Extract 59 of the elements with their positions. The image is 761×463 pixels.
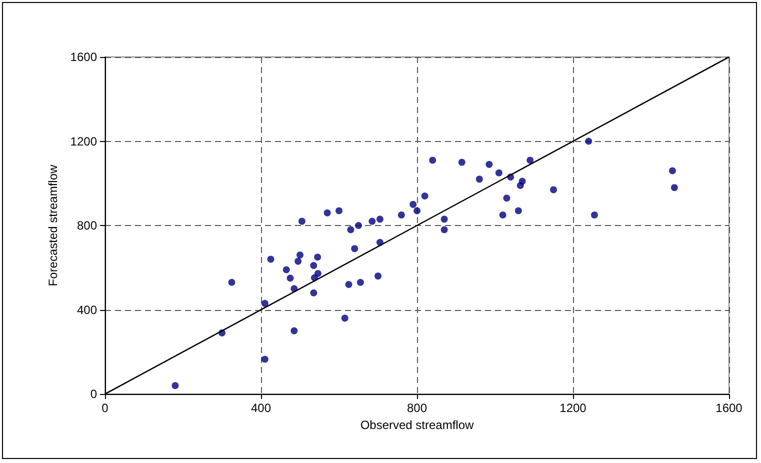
point <box>294 258 302 265</box>
y-axis-title: Forecasted streamflow <box>46 164 60 286</box>
point <box>296 251 304 258</box>
point <box>314 254 322 261</box>
point <box>267 256 274 263</box>
x-tick-label: 1600 <box>716 401 743 415</box>
point <box>347 226 354 234</box>
point <box>261 356 268 363</box>
point <box>440 216 448 223</box>
point <box>345 280 352 288</box>
point <box>514 207 522 214</box>
point <box>351 245 358 252</box>
point <box>376 216 384 223</box>
point <box>476 176 483 183</box>
point <box>526 156 534 164</box>
point <box>499 211 506 218</box>
point <box>495 169 502 176</box>
point <box>355 222 362 229</box>
point <box>590 211 598 218</box>
point <box>310 262 318 270</box>
point <box>261 300 268 307</box>
y-tick-label: 1200 <box>70 134 98 148</box>
point <box>290 327 298 334</box>
point <box>518 178 526 185</box>
point <box>414 207 420 214</box>
point <box>668 167 676 174</box>
point <box>282 266 290 274</box>
y-tick-label: 400 <box>76 302 98 317</box>
point <box>374 272 382 280</box>
point <box>421 192 428 200</box>
y-tick-label: 800 <box>76 218 98 232</box>
point <box>503 194 510 202</box>
point <box>670 184 678 192</box>
point <box>341 314 348 322</box>
point <box>368 218 376 225</box>
y-tick-label: 1600 <box>70 50 98 64</box>
point <box>398 211 405 218</box>
point <box>410 200 417 208</box>
point <box>310 289 318 296</box>
point <box>172 382 179 390</box>
point <box>228 278 236 286</box>
point <box>458 158 466 166</box>
point <box>314 270 322 278</box>
point <box>286 274 294 282</box>
x-tick-label: 0 <box>102 401 109 415</box>
point <box>356 278 364 286</box>
point <box>486 160 493 168</box>
point <box>429 156 436 164</box>
point <box>550 186 557 194</box>
point <box>324 209 331 216</box>
x-axis-title: Observed streamflow <box>360 418 474 432</box>
point <box>585 138 592 145</box>
y-tick-label: 0 <box>90 387 98 401</box>
x-tick-label: 1200 <box>560 401 587 415</box>
point <box>298 218 306 225</box>
point <box>336 207 342 214</box>
point <box>440 226 448 234</box>
x-tick-label: 800 <box>406 401 428 415</box>
x-tick-label: 400 <box>250 401 272 415</box>
